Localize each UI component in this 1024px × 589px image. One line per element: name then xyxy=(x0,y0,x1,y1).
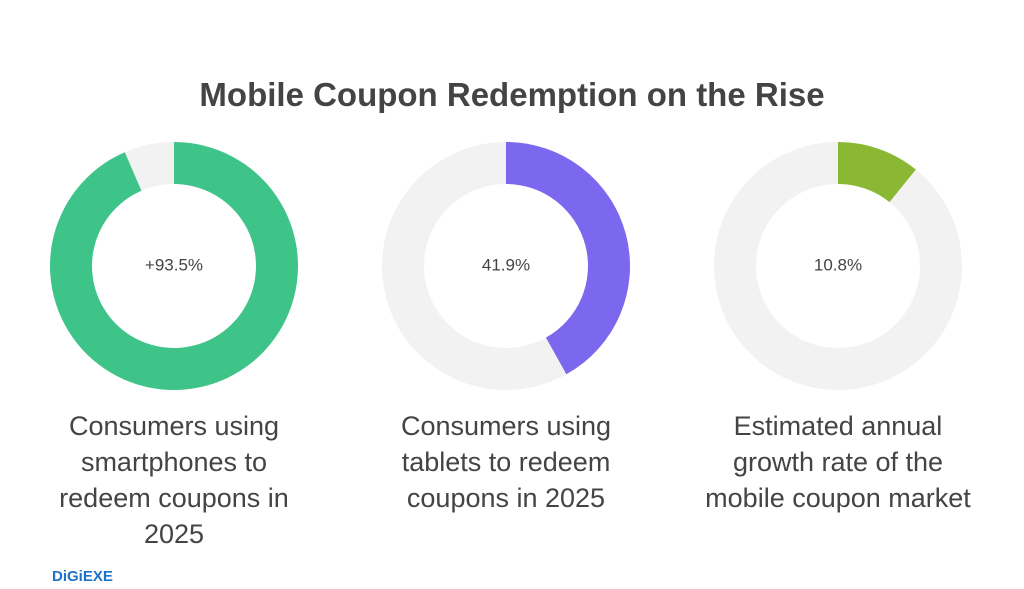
donut-segment xyxy=(49,142,299,390)
value-label: 41.9% xyxy=(482,255,530,274)
title: Mobile Coupon Redemption on the Rise xyxy=(199,76,825,113)
value-label: +93.5% xyxy=(145,255,203,274)
donut-segment xyxy=(506,142,630,375)
logo: DiGiEXE xyxy=(52,568,113,585)
donut-segment xyxy=(838,142,916,203)
caption: Consumers using smartphones to redeem co… xyxy=(59,411,289,549)
caption: Estimated annual growth rate of the mobi… xyxy=(705,411,971,513)
caption: Consumers using tablets to redeem coupon… xyxy=(400,411,612,513)
value-label: 10.8% xyxy=(814,255,862,274)
